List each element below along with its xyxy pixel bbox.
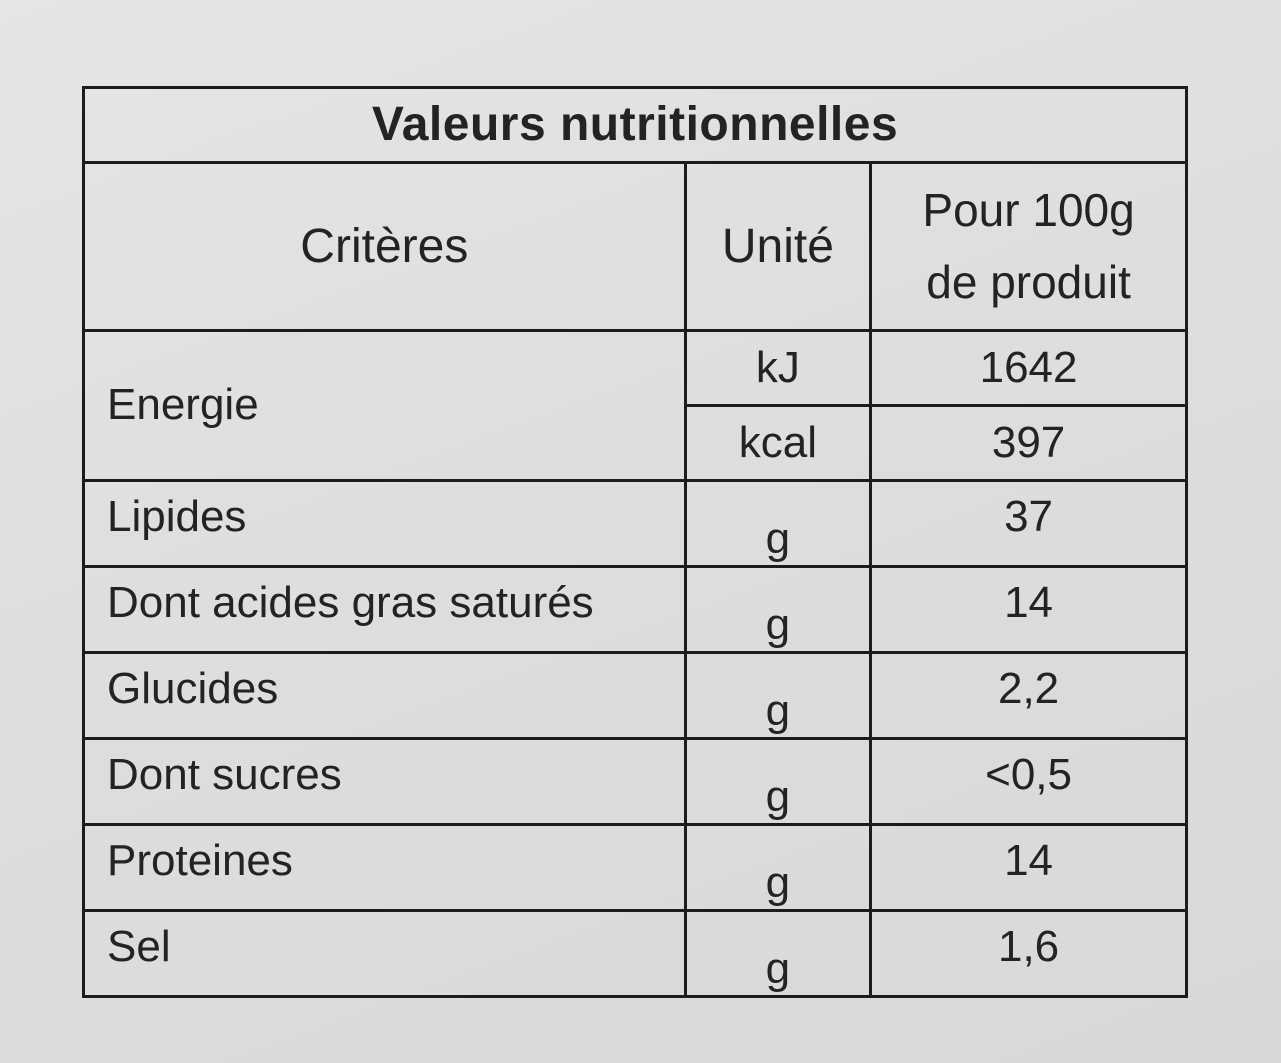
value-cell: 14 [869, 823, 1188, 912]
energy-unit-kcal: kcal [683, 404, 873, 482]
value-cell: <0,5 [869, 737, 1188, 826]
header-per-100g: Pour 100g de produit [869, 161, 1188, 332]
criterion-label: Sel [82, 909, 687, 998]
criterion-label: Dont sucres [82, 737, 687, 826]
unit-cell: g [683, 565, 873, 654]
unit-cell: g [683, 479, 873, 568]
value-cell: 37 [869, 479, 1188, 568]
unit-cell: g [683, 737, 873, 826]
table-row: Dont sucres g <0,5 [82, 737, 1188, 826]
table-row: Proteines g 14 [82, 823, 1188, 912]
table-row: Sel g 1,6 [82, 909, 1188, 998]
value-cell: 14 [869, 565, 1188, 654]
table-row: Dont acides gras saturés g 14 [82, 565, 1188, 654]
energy-label: Energie [82, 329, 687, 482]
criterion-label: Proteines [82, 823, 687, 912]
unit-cell: g [683, 651, 873, 740]
table-row: Energie kJ 1642 [82, 329, 1188, 482]
criterion-label: Glucides [82, 651, 687, 740]
table-row: Glucides g 2,2 [82, 651, 1188, 740]
header-row: Critères Unité Pour 100g de produit [82, 161, 1188, 332]
header-per-100g-line2: de produit [926, 255, 1131, 308]
criterion-label: Lipides [82, 479, 687, 568]
table-row: Lipides g 37 [82, 479, 1188, 568]
nutrition-table: Valeurs nutritionnelles Critères Unité P… [82, 86, 1188, 998]
unit-cell: g [683, 909, 873, 998]
energy-unit-kj: kJ [683, 329, 873, 407]
unit-cell: g [683, 823, 873, 912]
header-per-100g-line1: Pour 100g [922, 184, 1135, 237]
value-cell: 1,6 [869, 909, 1188, 998]
criterion-label: Dont acides gras saturés [82, 565, 687, 654]
energy-value-kcal: 397 [869, 404, 1188, 482]
table-row: kcal 397 [84, 404, 1188, 482]
header-unit: Unité [683, 161, 873, 332]
value-cell: 2,2 [869, 651, 1188, 740]
energy-value-kj: 1642 [869, 329, 1188, 407]
title-row: Valeurs nutritionnelles [82, 86, 1188, 164]
header-criteria: Critères [82, 161, 687, 332]
table-title: Valeurs nutritionnelles [82, 86, 1188, 164]
